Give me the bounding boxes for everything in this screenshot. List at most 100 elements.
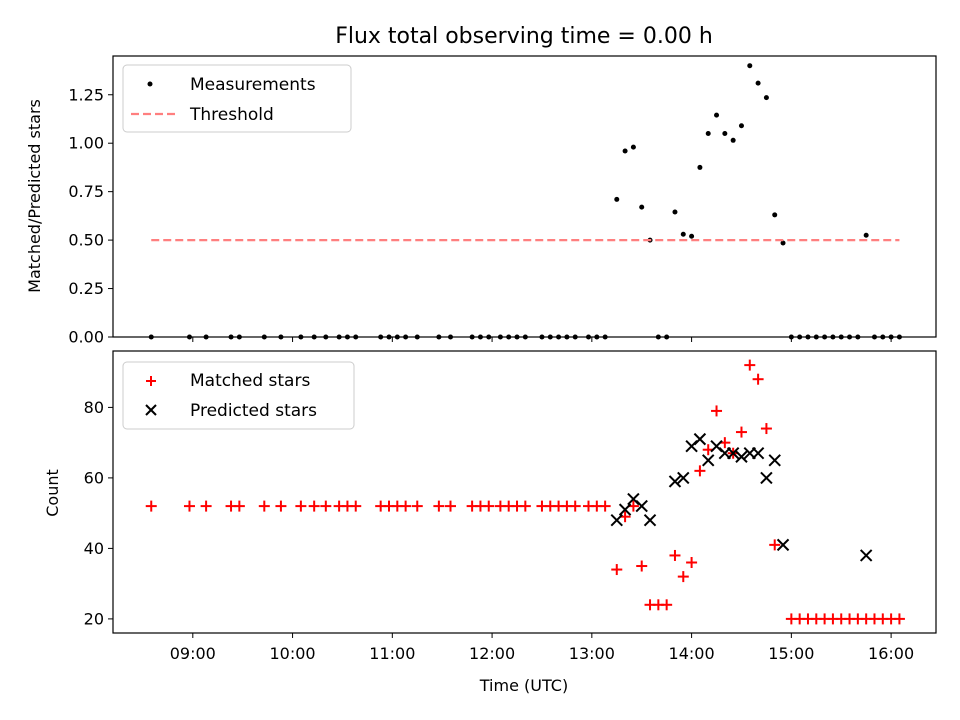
measurement-point — [672, 209, 678, 215]
x-tick-label: 14:00 — [669, 644, 715, 663]
x-tick-label: 12:00 — [469, 644, 515, 663]
top-legend: Measurements Threshold — [122, 64, 352, 133]
matched-star-point — [233, 500, 245, 512]
predicted-star-point — [668, 475, 682, 488]
x-tick-label: 10:00 — [270, 644, 316, 663]
matched-star-point — [744, 359, 756, 371]
matched-star-point — [760, 423, 772, 435]
top-axes-frame — [112, 55, 937, 338]
matched-star-point — [258, 500, 270, 512]
matched-star-point — [569, 500, 581, 512]
predicted-star-point — [859, 549, 873, 562]
matched-star-point — [694, 465, 706, 477]
measurement-point — [755, 80, 761, 86]
top-y-ticks: 0.00 0.25 0.50 0.75 1.00 1.25 — [68, 85, 113, 347]
matched-star-point — [893, 613, 905, 625]
predicted-star-point — [643, 513, 657, 527]
matched-star-point — [752, 373, 764, 385]
measurement-point — [614, 196, 620, 202]
predicted-star-point — [768, 454, 781, 467]
legend-measurements-label: Measurements — [190, 75, 316, 95]
predicted-star-point — [735, 450, 748, 463]
measurement-point — [763, 95, 769, 101]
measurement-point — [747, 63, 753, 69]
x-axis-label: Time (UTC) — [479, 676, 568, 695]
predicted-star-point — [726, 447, 740, 460]
x-tick-label: 16:00 — [868, 644, 914, 663]
matched-star-point — [275, 500, 287, 512]
top-y-axis-label: Matched/Predicted stars — [25, 99, 44, 293]
bottom-legend-box — [122, 361, 355, 430]
bottom-x-ticks: 09:00 10:00 11:00 12:00 13:00 14:00 15:00 16:00 — [170, 633, 914, 663]
x-tick-label: 11:00 — [369, 644, 415, 663]
matched-star-point — [400, 500, 412, 512]
matched-star-point — [183, 500, 195, 512]
top-y-tick-label: 0.00 — [68, 328, 104, 347]
measurement-point — [714, 112, 720, 118]
predicted-star-point — [702, 454, 715, 467]
predicted-star-point — [618, 503, 632, 516]
top-y-tick-label: 0.25 — [68, 279, 104, 298]
top-y-tick-label: 0.75 — [68, 182, 104, 201]
bottom-y-tick-label: 20 — [84, 609, 104, 628]
measurement-point — [697, 164, 703, 170]
matched-star-point — [350, 500, 362, 512]
matched-star-point — [599, 500, 611, 512]
matched-star-point — [145, 500, 157, 512]
predicted-star-point — [610, 513, 623, 527]
bottom-legend: Matched stars Predicted stars — [122, 361, 355, 430]
bottom-y-tick-label: 40 — [84, 539, 104, 558]
measurement-point — [630, 144, 636, 150]
measurement-point — [730, 137, 736, 143]
matched-star-point — [735, 426, 747, 438]
matched-star-point — [411, 500, 423, 512]
top-plot-marks — [148, 63, 902, 340]
matched-star-point — [519, 500, 531, 512]
top-y-tick-label: 0.50 — [68, 231, 104, 250]
predicted-star-point — [677, 471, 690, 485]
legend-threshold-label: Threshold — [189, 105, 274, 125]
matched-star-point — [483, 500, 495, 512]
predicted-star-point — [635, 499, 648, 513]
predicted-star-point — [693, 432, 707, 446]
top-y-tick-label: 1.25 — [68, 85, 104, 104]
matched-star-point — [320, 500, 332, 512]
measurement-point — [738, 123, 744, 129]
measurement-point — [705, 131, 711, 137]
measurement-point — [722, 131, 728, 137]
measurement-point — [780, 240, 786, 246]
matched-star-point — [686, 557, 698, 568]
matched-star-point — [769, 539, 781, 551]
x-tick-label: 15:00 — [768, 644, 814, 663]
matched-star-point — [295, 500, 307, 512]
matched-star-point — [445, 500, 457, 512]
bottom-y-tick-label: 60 — [84, 468, 104, 487]
measurement-point — [680, 231, 686, 237]
legend-matched-label: Matched stars — [190, 371, 310, 391]
measurement-point — [772, 212, 778, 218]
bottom-axes-frame — [112, 350, 937, 634]
count-panel: Count Time (UTC) 20 40 60 80 09:00 10:00 11:0… — [43, 350, 937, 695]
measurement-point — [639, 204, 645, 210]
measurement-point — [863, 232, 869, 238]
matched-star-point — [661, 599, 673, 611]
matched-star-point — [669, 549, 681, 561]
legend-measurements-marker — [147, 81, 153, 87]
bottom-plot-marks — [145, 359, 905, 625]
matched-star-point — [433, 500, 445, 512]
matched-star-point — [677, 571, 689, 583]
bottom-y-tick-label: 80 — [84, 398, 104, 417]
x-tick-label: 13:00 — [569, 644, 615, 663]
legend-predicted-marker — [145, 404, 157, 416]
x-tick-label: 09:00 — [170, 644, 216, 663]
matched-star-point — [711, 405, 723, 417]
legend-predicted-label: Predicted stars — [190, 401, 317, 421]
top-y-tick-label: 1.00 — [68, 134, 104, 153]
matched-star-point — [308, 500, 320, 512]
bottom-y-ticks: 20 40 60 80 — [84, 398, 113, 628]
top-legend-box — [122, 64, 352, 133]
measurement-point — [689, 233, 695, 239]
matched-star-point — [200, 500, 212, 512]
predicted-star-point — [776, 538, 790, 552]
